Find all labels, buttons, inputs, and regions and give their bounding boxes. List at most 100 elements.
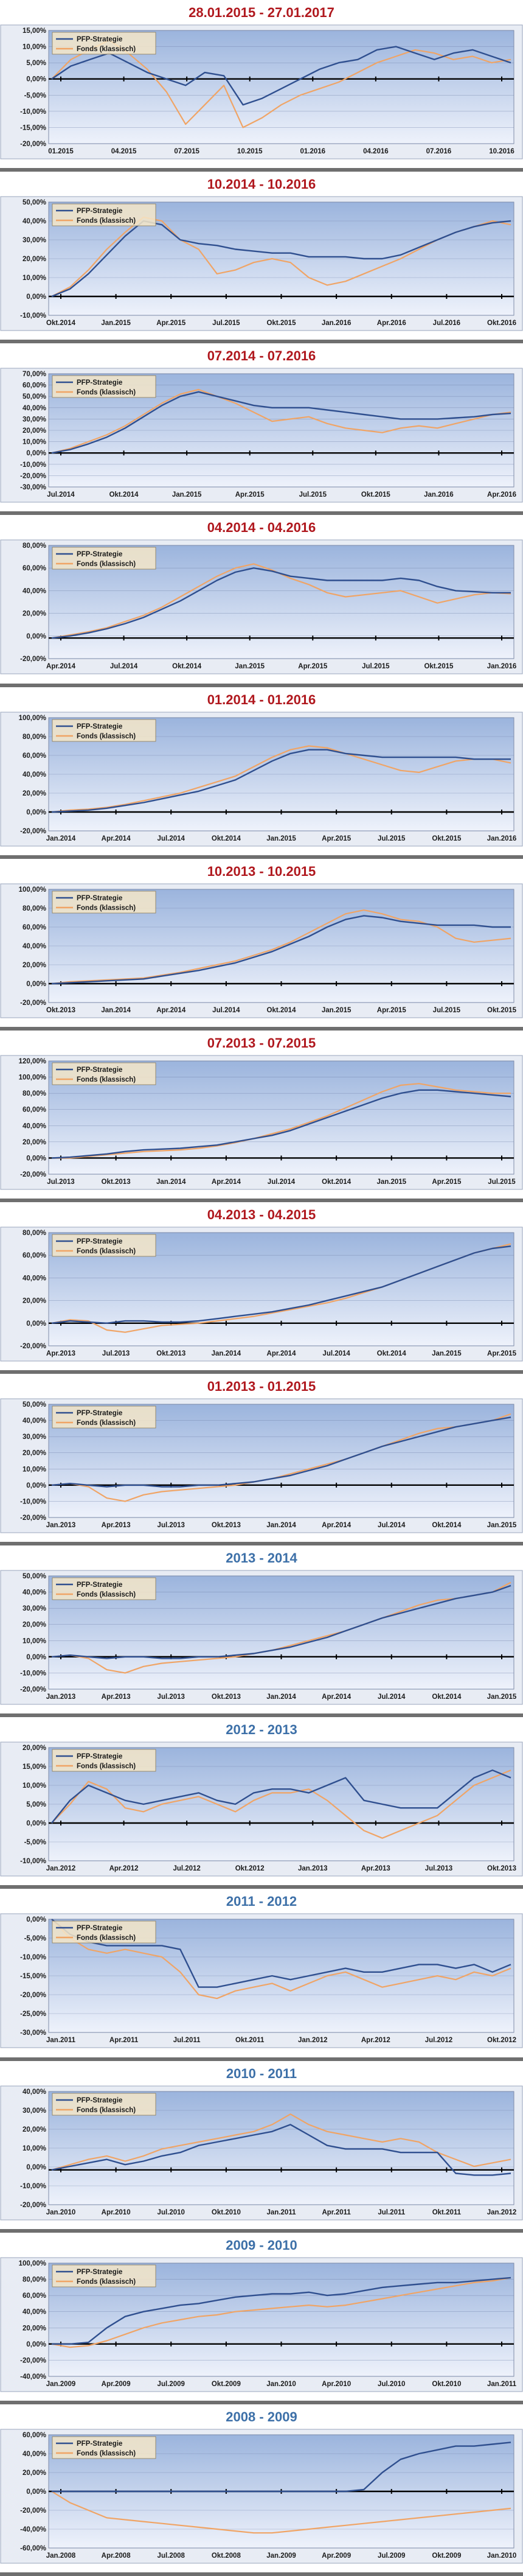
y-tick-label: 50,00% xyxy=(23,1573,46,1580)
x-tick-label: Jul.2009 xyxy=(158,2381,185,2388)
y-tick-label: -5,00% xyxy=(24,1935,46,1942)
x-tick-label: Jul.2011 xyxy=(378,2209,405,2216)
x-tick-label: Jan.2013 xyxy=(46,1522,76,1529)
y-tick-label: 20,00% xyxy=(23,1298,46,1305)
legend-label: PFP-Strategie xyxy=(77,2269,122,2276)
y-tick-label: 0,00% xyxy=(26,633,46,640)
x-tick-label: Jan.2015 xyxy=(432,1350,462,1357)
y-tick-label: -20,00% xyxy=(20,656,46,663)
chart-svg: 50,00% 40,00% 30,00% 20,00% 10,00% 0,00% -10,0… xyxy=(0,1570,523,1705)
y-tick-label: 0,00% xyxy=(26,76,46,83)
legend: PFP-Strategie Fonds (klassisch) xyxy=(52,2093,156,2115)
y-tick-label: 20,00% xyxy=(23,2126,46,2133)
legend: PFP-Strategie Fonds (klassisch) xyxy=(52,203,156,226)
legend: PFP-Strategie Fonds (klassisch) xyxy=(52,1405,156,1429)
y-tick-label: 20,00% xyxy=(23,1622,46,1629)
x-tick-label: Jul.2014 xyxy=(268,1178,296,1186)
chart-svg: 120,00% 100,00% 80,00% 60,00% 40,00% 20,00% 0,… xyxy=(0,1055,523,1190)
y-tick-label: -20,00% xyxy=(20,1343,46,1350)
legend-box xyxy=(52,1062,156,1085)
x-tick-label: 07.2015 xyxy=(174,148,199,155)
series-line-fund xyxy=(51,744,511,813)
series-line-strategy xyxy=(51,2123,511,2176)
y-tick-label: -10,00% xyxy=(20,312,46,320)
x-tick-label: Okt.2011 xyxy=(432,2209,462,2216)
chart-panel: 04.2014 - 04.2016 80,00% 60,00% 40,00% 20,00… xyxy=(0,515,523,687)
y-tick-label: -15,00% xyxy=(20,1973,46,1980)
legend-label: Fonds (klassisch) xyxy=(77,1419,136,1427)
y-tick-label: -20,00% xyxy=(20,1171,46,1178)
y-tick-label: 20,00% xyxy=(23,256,46,263)
legend-label: Fonds (klassisch) xyxy=(77,561,136,568)
y-tick-label: 0,00% xyxy=(26,2341,46,2348)
x-tick-label: Okt.2015 xyxy=(361,491,391,499)
chart-title: 2010 - 2011 xyxy=(226,2065,297,2081)
x-tick-label: Apr.2014 xyxy=(156,1007,186,1014)
x-tick-label: Okt.2014 xyxy=(322,1178,352,1186)
x-tick-label: Jul.2009 xyxy=(378,2552,405,2560)
y-tick-label: -10,00% xyxy=(20,1498,46,1505)
y-tick-label: 5,00% xyxy=(26,1801,46,1808)
y-tick-label: 40,00% xyxy=(23,1418,46,1425)
legend-box xyxy=(52,2093,156,2115)
chart-title: 01.2014 - 01.2016 xyxy=(207,691,316,707)
series-line-strategy xyxy=(51,1245,511,1324)
y-tick-label: 50,00% xyxy=(23,393,46,401)
x-tick-label: Apr.2014 xyxy=(267,1350,297,1357)
y-tick-label: 20,00% xyxy=(23,427,46,435)
x-tick-label: Apr.2014 xyxy=(322,1522,352,1529)
legend-box xyxy=(52,375,156,398)
chart-title: 28.01.2015 - 27.01.2017 xyxy=(189,5,334,20)
x-tick-label: Jul.2014 xyxy=(378,1693,406,1701)
y-tick-label: 10,00% xyxy=(23,1782,46,1790)
x-tick-label: Jan.2015 xyxy=(172,491,202,499)
x-tick-label: Apr.2016 xyxy=(377,320,406,327)
y-tick-label: 20,00% xyxy=(23,962,46,969)
legend-box xyxy=(52,2264,156,2287)
x-tick-label: Jul.2014 xyxy=(322,1350,350,1357)
x-tick-label: 01.2015 xyxy=(48,148,74,155)
x-tick-label: Okt.2015 xyxy=(432,835,462,842)
series-line-fund xyxy=(51,1769,511,1839)
legend: PFP-Strategie Fonds (klassisch) xyxy=(52,719,156,741)
x-tick-label: Okt.2014 xyxy=(172,663,202,670)
y-tick-label: 0,00% xyxy=(26,981,46,988)
chart-panel: 01.2013 - 01.2015 50,00% 40,00% 30,00% 20,00… xyxy=(0,1374,523,1546)
y-tick-label: 80,00% xyxy=(23,733,46,741)
y-tick-label: 0,00% xyxy=(26,1155,46,1162)
series-line-strategy xyxy=(52,2441,511,2493)
x-tick-label: Apr.2015 xyxy=(487,1350,517,1357)
y-tick-label: 100,00% xyxy=(19,2260,46,2267)
y-tick-label: -20,00% xyxy=(20,2357,46,2364)
x-tick-label: Okt.2013 xyxy=(487,1865,516,1872)
x-tick-label: Jan.2010 xyxy=(487,2552,517,2560)
y-tick-label: 60,00% xyxy=(23,565,46,573)
legend: PFP-Strategie Fonds (klassisch) xyxy=(52,1062,156,1085)
x-tick-label: Jan.2015 xyxy=(487,1693,517,1701)
y-tick-label: 0,00% xyxy=(26,293,46,301)
x-tick-label: Apr.2009 xyxy=(102,2381,131,2388)
legend: PFP-Strategie Fonds (klassisch) xyxy=(52,2264,156,2287)
legend-label: Fonds (klassisch) xyxy=(77,733,136,740)
y-tick-label: -40,00% xyxy=(20,2526,46,2533)
x-tick-label: Jul.2011 xyxy=(173,2037,201,2044)
y-tick-label: 20,00% xyxy=(23,1745,46,1752)
y-tick-label: 40,00% xyxy=(23,2088,46,2096)
legend-label: PFP-Strategie xyxy=(77,1066,122,1074)
x-tick-label: Jan.2008 xyxy=(46,2552,76,2560)
chart-svg: 15,00% 10,00% 5,00% 0,00% -5,00% -10,00% -15,0… xyxy=(0,24,523,159)
y-tick-label: 0,00% xyxy=(26,1320,46,1328)
x-tick-label: Jul.2014 xyxy=(212,1007,240,1014)
x-tick-label: Okt.2010 xyxy=(212,2209,241,2216)
y-tick-label: 60,00% xyxy=(23,752,46,760)
chart-panel: 2012 - 2013 20,00% 15,00% 10,00% 5,00% 0,00% -… xyxy=(0,1717,523,1889)
y-tick-label: 50,00% xyxy=(23,199,46,206)
y-tick-label: -10,00% xyxy=(20,1954,46,1961)
x-tick-label: Jul.2014 xyxy=(110,663,138,670)
y-tick-label: -20,00% xyxy=(20,999,46,1007)
legend-label: Fonds (klassisch) xyxy=(77,46,136,53)
series-line-strategy xyxy=(51,567,511,639)
chart-panel: 10.2014 - 10.2016 50,00% 40,00% 30,00% 20,00… xyxy=(0,172,523,344)
x-tick-label: Jul.2012 xyxy=(173,1865,200,1872)
x-tick-label: Okt.2010 xyxy=(432,2381,461,2388)
